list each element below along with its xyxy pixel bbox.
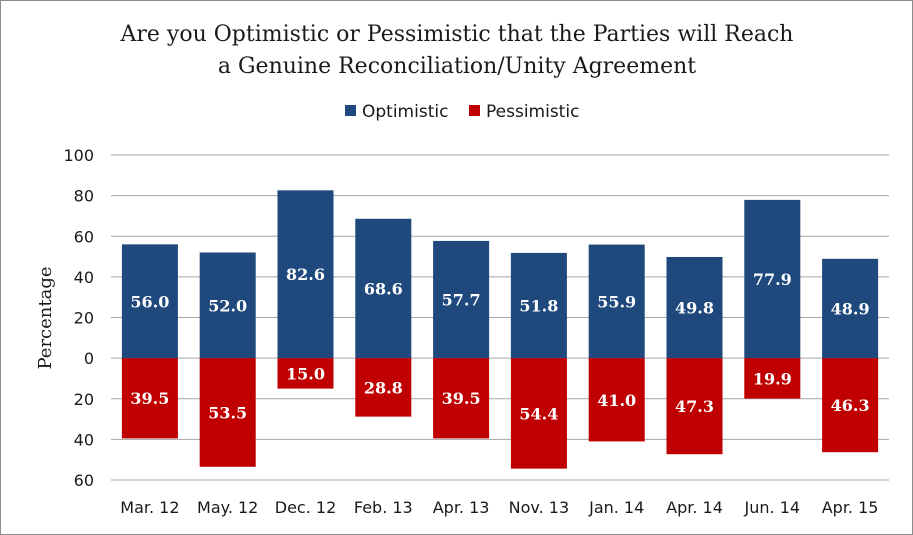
bar-optimistic (433, 240, 490, 359)
bar-optimistic (121, 244, 178, 359)
y-tick-label: 20 (74, 390, 94, 409)
bar-optimistic (822, 258, 879, 359)
data-label-pessimistic: 19.9 (753, 369, 792, 388)
x-axis-categories: Mar. 12 May. 12 Dec. 12 Feb. 13 Apr. 13 Nov. … (120, 498, 878, 517)
data-label-pessimistic: 53.5 (208, 403, 247, 422)
chart-title-line1: Are you Optimistic or Pessimistic that t… (120, 22, 794, 47)
y-tick-label: 100 (63, 146, 94, 165)
bar-pessimistic (433, 358, 490, 439)
bar-pessimistic (744, 358, 801, 399)
data-label-optimistic: 51.8 (519, 297, 558, 316)
y-tick-label: 40 (74, 430, 94, 449)
x-tick-label: Jan. 14 (588, 498, 644, 517)
y-tick-label: 0 (84, 349, 94, 368)
legend-label-optimistic: Optimistic (362, 102, 448, 122)
data-label-pessimistic: 41.0 (597, 391, 636, 410)
legend: Optimistic Pessimistic (345, 102, 579, 122)
legend-swatch-pessimistic (469, 105, 480, 116)
bar-pessimistic (121, 358, 178, 439)
bar-pessimistic (822, 358, 879, 453)
x-tick-label: Dec. 12 (275, 498, 337, 517)
bar-optimistic (277, 190, 334, 359)
bar-pessimistic (666, 358, 723, 455)
data-label-optimistic: 82.6 (286, 265, 325, 284)
bar-optimistic (199, 252, 256, 359)
data-label-pessimistic: 47.3 (675, 397, 714, 416)
x-tick-label: Apr. 13 (433, 498, 490, 517)
bar-pessimistic (199, 358, 256, 467)
bar-optimistic (510, 252, 567, 359)
x-tick-label: Apr. 15 (822, 498, 879, 517)
chart-title-line2: a Genuine Reconciliation/Unity Agreement (218, 54, 696, 79)
bar-pessimistic (588, 358, 645, 442)
bar-optimistic (355, 218, 412, 359)
data-label-optimistic: 48.9 (831, 299, 870, 318)
x-tick-label: May. 12 (197, 498, 258, 517)
x-tick-label: Feb. 13 (354, 498, 413, 517)
bar-optimistic (744, 199, 801, 359)
x-tick-label: Jun. 14 (744, 498, 801, 517)
bar-optimistic (588, 244, 645, 359)
x-tick-label: Apr. 14 (666, 498, 723, 517)
bar-pessimistic (510, 358, 567, 469)
y-tick-label: 80 (74, 187, 94, 206)
y-tick-label: 20 (74, 309, 94, 328)
data-label-pessimistic: 39.5 (442, 389, 481, 408)
y-tick-label: 60 (74, 471, 94, 490)
x-tick-label: Nov. 13 (509, 498, 570, 517)
y-tick-label: 40 (74, 268, 94, 287)
data-label-pessimistic: 54.4 (519, 404, 558, 423)
data-label-pessimistic: 46.3 (831, 396, 870, 415)
data-label-optimistic: 77.9 (753, 270, 792, 289)
y-axis-ticks: 100 80 60 40 20 0 20 40 60 (63, 146, 94, 490)
data-label-pessimistic: 15.0 (286, 364, 325, 383)
data-label-pessimistic: 39.5 (130, 389, 169, 408)
data-label-optimistic: 49.8 (675, 299, 714, 318)
data-label-pessimistic: 28.8 (364, 378, 403, 397)
x-tick-label: Mar. 12 (120, 498, 179, 517)
data-label-optimistic: 57.7 (442, 291, 481, 310)
bar-optimistic (666, 256, 723, 359)
y-axis-label: Percentage (35, 266, 56, 369)
data-label-optimistic: 56.0 (130, 292, 169, 311)
data-label-optimistic: 55.9 (597, 292, 636, 311)
bar-pessimistic (355, 358, 412, 417)
legend-label-pessimistic: Pessimistic (486, 102, 579, 122)
data-label-optimistic: 52.0 (208, 296, 247, 315)
legend-swatch-optimistic (345, 105, 356, 116)
bar-pessimistic (277, 358, 334, 389)
data-labels: 56.0 39.5 52.0 53.5 82.6 15.0 68.6 28.8 57.7 39.5… (130, 265, 869, 423)
bars (121, 190, 879, 469)
data-label-optimistic: 68.6 (364, 279, 403, 298)
y-tick-label: 60 (74, 227, 94, 246)
